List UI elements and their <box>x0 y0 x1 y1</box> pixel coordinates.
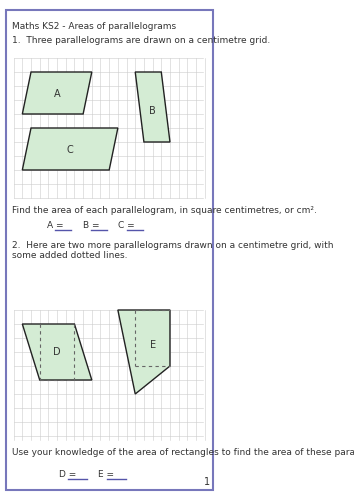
Text: E: E <box>149 340 156 350</box>
Text: A: A <box>54 90 61 100</box>
Text: 1.  Three parallelograms are drawn on a centimetre grid.: 1. Three parallelograms are drawn on a c… <box>12 36 271 45</box>
FancyBboxPatch shape <box>6 10 213 490</box>
Text: D =: D = <box>59 470 76 479</box>
Text: D: D <box>53 347 61 357</box>
Text: E =: E = <box>98 470 114 479</box>
Text: 1: 1 <box>204 477 210 487</box>
Text: C: C <box>67 146 74 156</box>
Text: Find the area of each parallelogram, in square centimetres, or cm².: Find the area of each parallelogram, in … <box>12 206 317 215</box>
Text: C =: C = <box>119 221 135 230</box>
Polygon shape <box>135 72 170 142</box>
Text: 2.  Here are two more parallelograms drawn on a centimetre grid, with some added: 2. Here are two more parallelograms draw… <box>12 241 334 260</box>
Text: Use your knowledge of the area of rectangles to find the area of these parallelo: Use your knowledge of the area of rectan… <box>12 448 354 457</box>
Text: Maths KS2 - Areas of parallelograms: Maths KS2 - Areas of parallelograms <box>12 22 177 31</box>
Text: A =: A = <box>46 221 63 230</box>
Polygon shape <box>22 324 92 380</box>
Text: B: B <box>149 106 156 116</box>
Polygon shape <box>22 72 92 114</box>
Text: B =: B = <box>82 221 99 230</box>
Polygon shape <box>118 310 170 394</box>
Polygon shape <box>22 128 118 170</box>
